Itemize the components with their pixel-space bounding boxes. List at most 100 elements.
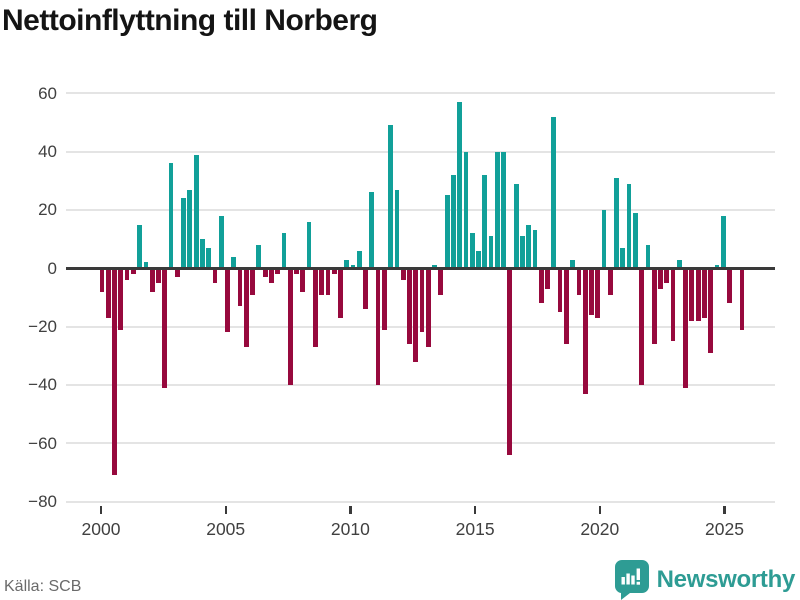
bar-positive bbox=[168, 163, 174, 269]
bar-positive bbox=[143, 262, 149, 269]
bar-positive bbox=[632, 212, 638, 269]
bar-negative bbox=[338, 268, 343, 318]
bar-positive bbox=[501, 151, 506, 269]
bar-negative bbox=[400, 268, 406, 280]
bar-positive bbox=[137, 224, 143, 269]
x-tick-mark bbox=[723, 506, 726, 514]
bar-negative bbox=[262, 268, 268, 278]
logo-exclamation-line bbox=[636, 568, 640, 580]
bar-positive bbox=[645, 244, 651, 269]
x-tick-label: 2015 bbox=[455, 519, 495, 539]
bar-negative bbox=[689, 268, 695, 321]
bar-negative bbox=[130, 268, 136, 275]
bar-positive bbox=[551, 116, 557, 269]
bar-negative bbox=[557, 268, 563, 313]
bar-negative bbox=[225, 268, 230, 333]
gridline bbox=[66, 208, 775, 211]
newsworthy-logo-text: Newsworthy bbox=[656, 566, 796, 593]
logo-bar-2 bbox=[626, 573, 630, 585]
bar-positive bbox=[520, 236, 525, 269]
bar-negative bbox=[250, 268, 255, 295]
bar-positive bbox=[193, 154, 199, 269]
bar-positive bbox=[388, 125, 394, 269]
bar-positive bbox=[513, 183, 519, 269]
bar-positive bbox=[231, 256, 237, 269]
x-tick-label: 2020 bbox=[580, 519, 620, 539]
bar-negative bbox=[149, 268, 155, 292]
x-tick-mark bbox=[473, 506, 477, 514]
bar-negative bbox=[381, 268, 387, 330]
bar-positive bbox=[394, 189, 400, 269]
bar-positive bbox=[356, 250, 362, 269]
bar-negative bbox=[576, 268, 582, 295]
gridline bbox=[66, 92, 775, 95]
newsworthy-logo[interactable]: Newsworthy bbox=[614, 560, 796, 600]
bar-positive bbox=[494, 151, 500, 269]
bar-negative bbox=[708, 268, 714, 353]
bar-positive bbox=[488, 236, 494, 269]
bar-negative bbox=[563, 268, 569, 345]
x-tick-label: 2025 bbox=[705, 519, 744, 539]
bar-negative bbox=[212, 268, 218, 283]
bar-negative bbox=[664, 268, 670, 283]
bar-negative bbox=[727, 268, 732, 304]
bar-negative bbox=[174, 268, 180, 278]
bar-negative bbox=[670, 268, 676, 342]
bar-positive bbox=[281, 233, 287, 269]
bar-positive bbox=[206, 247, 212, 269]
bar-positive bbox=[306, 221, 312, 269]
zero-axis-line bbox=[66, 266, 775, 270]
newsworthy-logo-icon bbox=[614, 560, 649, 600]
bar-negative bbox=[589, 268, 594, 315]
bar-positive bbox=[570, 259, 576, 269]
bar-negative bbox=[425, 268, 431, 348]
bar-negative bbox=[300, 268, 306, 292]
bar-negative bbox=[413, 268, 419, 362]
x-tick-mark bbox=[598, 506, 602, 514]
bar-negative bbox=[438, 268, 444, 295]
x-tick-mark bbox=[99, 506, 103, 514]
bar-negative bbox=[419, 268, 425, 333]
bar-negative bbox=[124, 268, 130, 280]
bar-negative bbox=[739, 268, 745, 330]
bar-negative bbox=[319, 268, 325, 295]
bar-negative bbox=[287, 268, 293, 385]
x-tick-label: 2005 bbox=[206, 519, 246, 539]
gridline bbox=[66, 383, 775, 386]
bar-negative bbox=[582, 268, 588, 394]
bar-negative bbox=[243, 268, 249, 348]
bar-negative bbox=[118, 268, 124, 330]
bar-positive bbox=[676, 259, 682, 269]
bar-positive bbox=[532, 230, 538, 269]
bar-negative bbox=[275, 268, 281, 275]
y-tick-label: 0 bbox=[47, 258, 57, 278]
bar-positive bbox=[256, 244, 262, 269]
bar-negative bbox=[269, 268, 274, 283]
bar-positive bbox=[344, 259, 350, 269]
bar-positive bbox=[526, 224, 532, 269]
bar-negative bbox=[162, 268, 168, 388]
gridline bbox=[66, 500, 775, 503]
x-tick-mark bbox=[349, 506, 352, 514]
bar-positive bbox=[200, 239, 205, 269]
y-tick-label: −40 bbox=[28, 375, 57, 395]
chart-title: Nettoinflyttning till Norberg bbox=[2, 4, 378, 37]
bar-positive bbox=[463, 151, 469, 269]
gridline bbox=[66, 150, 775, 153]
logo-bar-1 bbox=[621, 577, 625, 585]
bar-negative bbox=[407, 268, 412, 345]
bar-negative bbox=[237, 268, 243, 307]
bar-negative bbox=[683, 268, 688, 388]
bar-positive bbox=[218, 215, 224, 269]
bar-negative bbox=[294, 268, 299, 275]
bar-negative bbox=[651, 268, 657, 345]
bar-positive bbox=[451, 174, 456, 269]
bar-negative bbox=[639, 268, 645, 385]
bar-positive bbox=[369, 192, 375, 269]
bar-positive bbox=[601, 209, 607, 269]
y-tick-label: 20 bbox=[38, 200, 57, 220]
x-tick-label: 2010 bbox=[330, 519, 370, 539]
bar-positive bbox=[181, 198, 186, 269]
y-tick-label: 60 bbox=[38, 83, 57, 103]
